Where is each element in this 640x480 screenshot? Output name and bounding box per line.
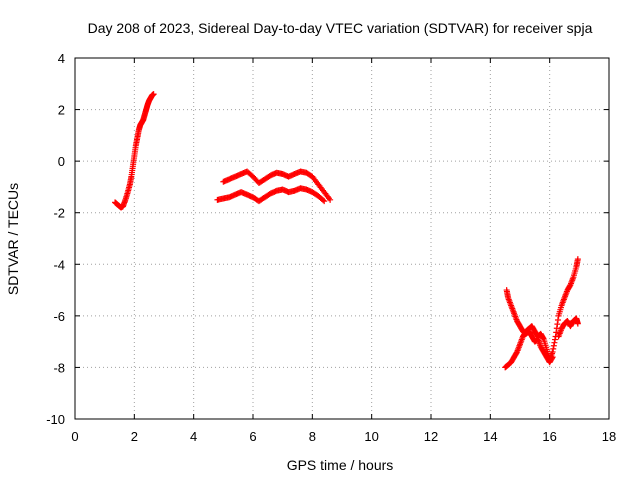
data-point (150, 91, 157, 98)
x-tick-label: 16 (542, 429, 556, 444)
data-point (321, 198, 328, 205)
grid-layer (75, 58, 609, 419)
series-segment-midday-upper (220, 168, 334, 203)
data-layer (112, 91, 581, 371)
data-point (574, 320, 581, 327)
x-tick-label: 8 (309, 429, 316, 444)
y-tick-label: -8 (53, 360, 65, 375)
x-tick-label: 4 (190, 429, 197, 444)
x-tick-label: 12 (424, 429, 438, 444)
data-point (574, 256, 581, 263)
y-tick-label: -2 (53, 206, 65, 221)
y-tick-label: -10 (46, 412, 65, 427)
y-tick-label: 4 (58, 51, 65, 66)
tick-layer (74, 57, 610, 420)
series-segment-early-rise (112, 91, 157, 211)
x-tick-label: 0 (71, 429, 78, 444)
chart-title: Day 208 of 2023, Sidereal Day-to-day VTE… (88, 20, 593, 36)
tick-label-layer: 0 2 4 6 8 10 12 14 16 18 -10 -8 -6 -4 -2 0 2 4 (46, 51, 616, 444)
y-tick-label: 2 (58, 103, 65, 118)
series-segment-late-rise (502, 256, 581, 371)
series-segment-late-tail (555, 315, 581, 340)
x-tick-label: 10 (364, 429, 378, 444)
y-tick-label: -4 (53, 257, 65, 272)
y-tick-label: -6 (53, 309, 65, 324)
x-axis-label: GPS time / hours (287, 457, 394, 473)
x-tick-label: 14 (483, 429, 497, 444)
data-point (327, 196, 334, 203)
x-tick-label: 6 (249, 429, 256, 444)
x-tick-label: 2 (131, 429, 138, 444)
x-tick-label: 18 (602, 429, 616, 444)
data-point (320, 197, 327, 204)
y-axis-label: SDTVAR / TECUs (5, 183, 21, 295)
y-tick-label: 0 (58, 154, 65, 169)
series-segment-midday-lower (214, 185, 328, 205)
plot-border (74, 57, 610, 420)
